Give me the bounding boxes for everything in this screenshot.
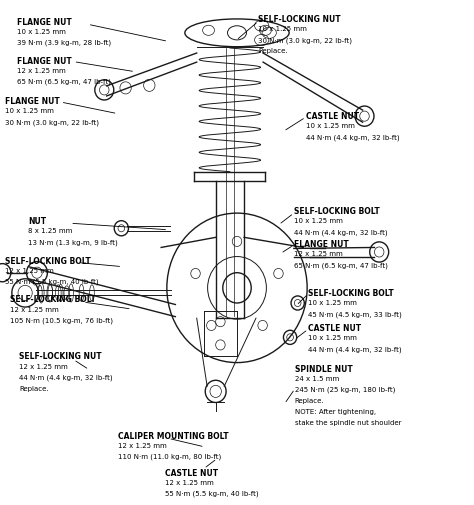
Text: 12 x 1.25 mm: 12 x 1.25 mm [17,68,65,74]
Text: 65 N·m (6.5 kg-m, 47 lb-ft): 65 N·m (6.5 kg-m, 47 lb-ft) [17,79,110,85]
Text: 13 N·m (1.3 kg-m, 9 lb-ft): 13 N·m (1.3 kg-m, 9 lb-ft) [28,239,118,246]
Text: FLANGE NUT: FLANGE NUT [294,240,349,249]
Text: 12 x 1.25 mm: 12 x 1.25 mm [165,480,214,486]
Text: 105 N·m (10.5 kg-m, 76 lb-ft): 105 N·m (10.5 kg-m, 76 lb-ft) [10,318,113,324]
Text: 245 N·m (25 kg-m, 180 lb-ft): 245 N·m (25 kg-m, 180 lb-ft) [295,387,395,393]
Text: 10 x 1.25 mm: 10 x 1.25 mm [308,335,357,341]
Text: SELF-LOCKING NUT: SELF-LOCKING NUT [258,15,341,24]
Text: 8 x 1.25 mm: 8 x 1.25 mm [28,228,73,234]
Text: 10 x 1.25 mm: 10 x 1.25 mm [306,123,355,129]
Text: CASTLE NUT: CASTLE NUT [308,324,361,333]
Text: Replace.: Replace. [258,48,288,55]
Text: 12 x 1.25 mm: 12 x 1.25 mm [19,364,68,370]
Text: NOTE: After tightening,: NOTE: After tightening, [295,409,376,415]
Text: NUT: NUT [28,217,46,226]
Text: 44 N·m (4.4 kg-m, 32 lb-ft): 44 N·m (4.4 kg-m, 32 lb-ft) [306,134,400,141]
Text: 24 x 1.5 mm: 24 x 1.5 mm [295,376,339,382]
Text: 12 x 1.25 mm: 12 x 1.25 mm [118,443,166,449]
Text: Replace.: Replace. [295,398,324,404]
Text: CASTLE NUT: CASTLE NUT [165,469,218,478]
Text: 110 N·m (11.0 kg-m, 80 lb-ft): 110 N·m (11.0 kg-m, 80 lb-ft) [118,454,221,461]
Text: SPINDLE NUT: SPINDLE NUT [295,365,353,374]
Text: SELF-LOCKING BOLT: SELF-LOCKING BOLT [5,257,91,266]
Text: 55 N·m (5.5 kg-m, 40 lb-ft): 55 N·m (5.5 kg-m, 40 lb-ft) [5,279,99,285]
Text: 44 N·m (4.4 kg-m, 32 lb-ft): 44 N·m (4.4 kg-m, 32 lb-ft) [308,346,402,353]
Text: 10 x 1.25 mm: 10 x 1.25 mm [308,300,357,306]
Text: 55 N·m (5.5 kg-m, 40 lb-ft): 55 N·m (5.5 kg-m, 40 lb-ft) [165,491,259,497]
Text: SELF-LOCKING BOLT: SELF-LOCKING BOLT [10,295,96,305]
Text: 45 N·m (4.5 kg-m, 33 lb-ft): 45 N·m (4.5 kg-m, 33 lb-ft) [308,311,402,318]
Text: FLANGE NUT: FLANGE NUT [17,57,72,66]
Text: 30 N·m (3.0 kg-m, 22 lb-ft): 30 N·m (3.0 kg-m, 22 lb-ft) [258,37,352,44]
Text: CASTLE NUT: CASTLE NUT [306,112,359,121]
Text: FLANGE NUT: FLANGE NUT [17,18,72,27]
Text: 39 N·m (3.9 kg-m, 28 lb-ft): 39 N·m (3.9 kg-m, 28 lb-ft) [17,40,111,46]
Text: 44 N·m (4.4 kg-m, 32 lb-ft): 44 N·m (4.4 kg-m, 32 lb-ft) [294,229,388,236]
Text: 12 x 1.25 mm: 12 x 1.25 mm [10,307,59,313]
Text: SELF-LOCKING NUT: SELF-LOCKING NUT [19,352,101,362]
Text: stake the spindle nut shoulder: stake the spindle nut shoulder [295,420,401,426]
Text: 10 x 1.25 mm: 10 x 1.25 mm [17,29,65,35]
Text: CALIPER MOUNTING BOLT: CALIPER MOUNTING BOLT [118,432,228,441]
Text: 10 x 1.25 mm: 10 x 1.25 mm [258,26,307,32]
Text: Replace.: Replace. [19,386,49,392]
Text: SELF-LOCKING BOLT: SELF-LOCKING BOLT [308,289,394,298]
Text: 65 N·m (6.5 kg-m, 47 lb-ft): 65 N·m (6.5 kg-m, 47 lb-ft) [294,262,388,269]
Text: SELF-LOCKING BOLT: SELF-LOCKING BOLT [294,207,380,216]
Text: 10 x 1.25 mm: 10 x 1.25 mm [294,218,343,224]
Text: 12 x 1.25 mm: 12 x 1.25 mm [294,251,343,257]
Text: 44 N·m (4.4 kg-m, 32 lb-ft): 44 N·m (4.4 kg-m, 32 lb-ft) [19,375,113,381]
Text: 30 N·m (3.0 kg-m, 22 lb-ft): 30 N·m (3.0 kg-m, 22 lb-ft) [5,119,99,126]
Text: 10 x 1.25 mm: 10 x 1.25 mm [5,108,54,114]
Text: 12 x 1.25 mm: 12 x 1.25 mm [5,268,54,274]
Text: FLANGE NUT: FLANGE NUT [5,97,60,106]
